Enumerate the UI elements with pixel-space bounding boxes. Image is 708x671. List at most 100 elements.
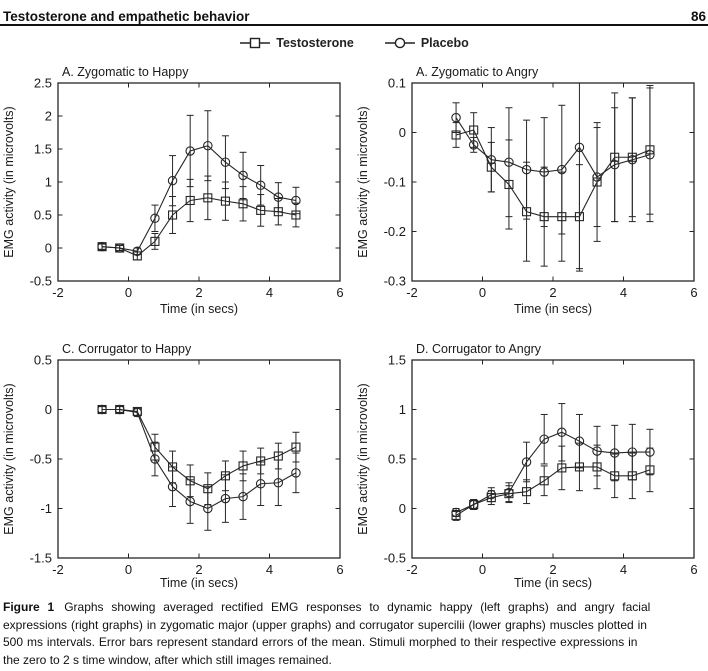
series-line-testosterone	[455, 129, 651, 218]
x-tick-label: 0	[125, 285, 132, 300]
circle-marker	[114, 404, 125, 415]
square-marker	[522, 487, 532, 497]
x-tick-label: -2	[52, 285, 64, 300]
circle-marker	[521, 457, 532, 467]
circle-marker	[451, 112, 461, 123]
y-tick-label: 0.1	[388, 76, 406, 91]
square-marker	[291, 442, 301, 452]
error-bars-placebo	[98, 110, 300, 256]
circle-marker	[574, 436, 585, 446]
circle-marker	[627, 447, 638, 457]
y-tick-label: 0.5	[34, 353, 52, 368]
circle-marker	[167, 481, 178, 492]
circle-marker	[574, 142, 585, 153]
y-tick-label: 2	[45, 109, 52, 124]
y-tick-label: -0.1	[384, 175, 406, 190]
y-tick-label: 2.5	[34, 76, 52, 91]
series-line-placebo	[102, 408, 297, 510]
x-axis-label: Time (in secs)	[160, 576, 238, 590]
circle-marker	[504, 487, 514, 498]
x-tick-label: 0	[479, 562, 486, 577]
circle-marker	[468, 140, 479, 150]
circle-marker	[97, 241, 107, 252]
square-marker	[539, 476, 549, 486]
square-marker	[256, 205, 266, 215]
y-tick-label: 1	[399, 402, 406, 417]
circle-marker	[486, 489, 497, 500]
circle-marker	[291, 468, 301, 478]
series-line-testosterone	[455, 466, 651, 516]
circle-marker	[150, 213, 160, 224]
square-marker	[557, 463, 567, 473]
figure-caption: Figure 1 Graphs showing averaged rectifie…	[0, 599, 708, 669]
circle-marker	[557, 164, 567, 175]
y-tick-label: -0.3	[384, 274, 406, 289]
circle-marker	[185, 146, 195, 156]
x-axis-label: Time (in secs)	[160, 302, 238, 316]
square-marker	[203, 193, 213, 203]
markers-testosterone	[97, 404, 301, 494]
markers-placebo	[97, 404, 301, 514]
y-tick-label: -1	[40, 501, 52, 516]
circle-marker	[521, 164, 532, 175]
circle-marker	[238, 170, 248, 181]
caption-line: the zero to 2 s time window, after which…	[3, 652, 332, 667]
circle-marker	[273, 478, 284, 488]
circle-marker	[185, 496, 195, 507]
x-axis-label: Time (in secs)	[514, 302, 592, 316]
legend-item-testosterone: Testosterone	[239, 36, 354, 50]
circle-marker	[97, 404, 107, 415]
circle-marker	[609, 159, 620, 170]
markers-placebo	[451, 427, 655, 518]
error-bars-testosterone	[98, 406, 300, 506]
chart-corrugator-happy: -2 0 2 4 6 0.5 0 -0.5 -1 -1.5 C. Corrugator to Hap…	[2, 342, 344, 590]
x-tick-label: 6	[336, 285, 343, 300]
error-bars-placebo	[452, 83, 654, 272]
circle-marker	[451, 507, 461, 518]
y-tick-label: 0.5	[34, 208, 52, 223]
circle-marker	[114, 243, 125, 253]
circle-marker	[273, 192, 284, 202]
circle-marker	[627, 154, 638, 165]
caption-line: 500 ms intervals. Error bars represent s…	[3, 635, 638, 649]
axis-frame	[411, 82, 695, 282]
page-number: 86	[690, 9, 706, 24]
y-tick-label: 0	[45, 402, 52, 417]
x-tick-label: -2	[406, 562, 418, 577]
circle-marker	[645, 447, 655, 457]
square-marker	[168, 210, 178, 220]
axis-frame	[411, 359, 695, 559]
x-tick-label: 0	[125, 562, 132, 577]
circle-marker	[609, 448, 620, 458]
circle-marker	[557, 427, 567, 438]
y-tick-label: -0.2	[384, 224, 406, 239]
panel-title: C. Corrugator to Happy	[62, 342, 192, 356]
x-tick-label: -2	[52, 562, 64, 577]
y-tick-label: 0	[45, 241, 52, 256]
x-tick-label: 0	[479, 285, 486, 300]
circle-marker	[486, 154, 497, 165]
x-tick-label: 4	[266, 562, 273, 577]
square-marker	[238, 199, 248, 209]
markers-testosterone	[451, 125, 655, 222]
error-bars-testosterone	[98, 175, 300, 261]
y-tick-label: -0.5	[30, 452, 52, 467]
legend-label-testosterone: Testosterone	[276, 36, 354, 50]
y-tick-label: 0.5	[388, 452, 406, 467]
y-axis-label: EMG activity (in microvolts)	[356, 106, 370, 257]
panel-title: A. Zygomatic to Angry	[416, 65, 539, 79]
x-tick-label: 4	[620, 285, 627, 300]
circle-marker	[291, 195, 301, 206]
panel-title: A. Zygomatic to Happy	[62, 65, 189, 79]
x-tick-label: 6	[690, 285, 697, 300]
circle-marker	[255, 180, 266, 191]
caption-line: Figure 1 Graphs showing averaged rectifie…	[3, 599, 705, 617]
series-line-testosterone	[102, 408, 297, 490]
caption-text: Graphs showing averaged rectified EMG re…	[64, 600, 651, 614]
circle-marker	[132, 407, 143, 418]
panel-title: D. Corrugator to Angry	[416, 342, 542, 356]
series-line-placebo	[102, 145, 297, 252]
y-axis-label: EMG activity (in microvolts)	[2, 106, 16, 257]
x-tick-label: 6	[690, 562, 697, 577]
square-marker-icon	[240, 37, 271, 49]
